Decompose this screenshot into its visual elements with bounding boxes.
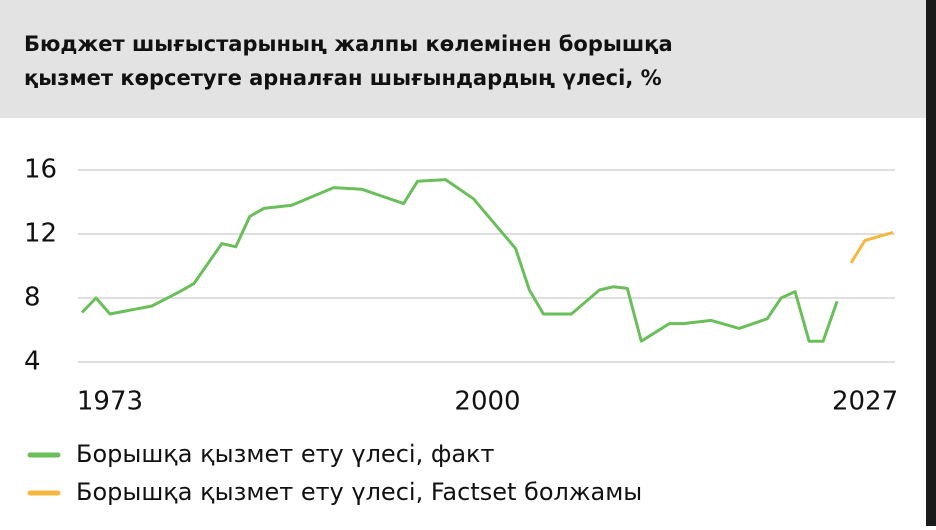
data-line <box>849 230 894 264</box>
legend-label: Борышқа қызмет ету үлесі, факт <box>76 440 495 468</box>
data-line <box>80 178 839 343</box>
y-tick-label: 12 <box>24 219 57 249</box>
y-tick-label: 8 <box>24 283 41 313</box>
chart-title: Бюджет шығыстарының жалпы көлемінен боры… <box>24 32 673 56</box>
x-tick-label: 2000 <box>454 387 520 417</box>
header-band <box>0 0 936 118</box>
x-tick-label: 1973 <box>77 387 143 417</box>
y-tick-label: 16 <box>24 155 57 185</box>
x-tick-label: 2027 <box>832 387 898 417</box>
y-tick-label: 4 <box>24 347 41 377</box>
chart-title: қызмет көрсетуге арналған шығындардың үл… <box>24 66 662 90</box>
edge <box>926 0 936 526</box>
legend-label: Борышқа қызмет ету үлесі, Factset болжам… <box>76 478 642 506</box>
